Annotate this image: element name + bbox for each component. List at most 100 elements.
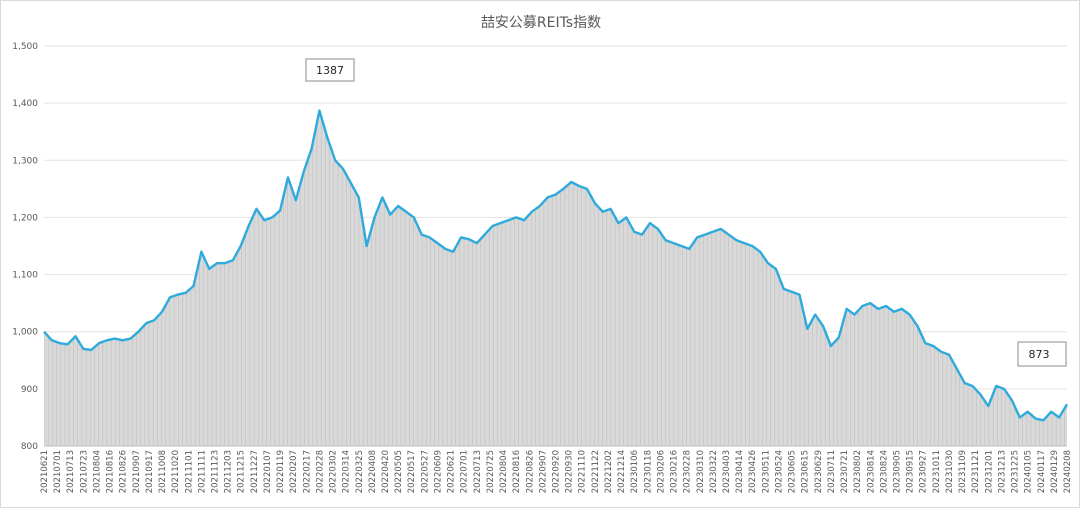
x-tick-label: 20221202 [604,450,614,493]
x-tick-label: 20211008 [158,450,168,493]
x-tick-label: 20230403 [722,450,732,493]
x-tick-label: 20230310 [696,450,706,493]
x-tick-label: 20230629 [814,450,824,493]
x-axis: 20210621 20210701 20210713 20210723 20210804… [40,450,1073,493]
chart-title: 喆安公募REITs指数 [481,15,601,31]
y-tick-label: 1,500 [12,42,38,52]
y-tick-label: 1,200 [12,213,38,223]
x-tick-label: 20220920 [552,450,562,493]
index-line [43,109,1069,422]
x-tick-label: 20220609 [434,450,444,493]
x-tick-label: 20230802 [853,450,863,493]
x-tick-label: 20230915 [906,450,916,493]
annotation-last: 873 [1017,341,1067,367]
x-tick-label: 20210723 [79,450,89,493]
x-tick-label: 20220804 [499,450,509,493]
x-tick-label: 20210713 [66,450,76,493]
x-tick-label: 20230511 [761,450,771,493]
area-layer [43,109,1069,447]
x-tick-label: 20220420 [381,450,391,493]
x-tick-label: 20221122 [591,450,601,493]
annotation-peak-label: 1387 [316,64,344,77]
x-tick-label: 20220517 [407,450,417,493]
x-tick-label: 20230615 [801,450,811,493]
x-tick-label: 20220107 [263,450,273,493]
x-tick-label: 20211215 [237,450,247,493]
x-tick-label: 20230414 [735,450,745,493]
annotation-last-label: 873 [1029,348,1050,361]
x-tick-label: 20220302 [329,450,339,493]
x-tick-label: 20210907 [132,450,142,493]
x-tick-label: 20230228 [683,450,693,493]
x-tick-label: 20211227 [250,450,260,493]
x-tick-label: 20211101 [184,450,194,493]
x-tick-label: 20240208 [1063,450,1073,493]
x-tick-label: 20210917 [145,450,155,493]
x-tick-label: 20220930 [565,450,575,493]
x-tick-label: 20210701 [53,450,63,493]
x-tick-label: 20231201 [984,450,994,493]
x-tick-label: 20211203 [224,450,234,493]
x-tick-label: 20231109 [958,450,968,493]
x-tick-label: 20231011 [932,450,942,493]
x-tick-label: 20230605 [788,450,798,493]
annotation-layer: 1387 873 [305,58,1067,367]
x-tick-label: 20210621 [40,450,50,493]
x-tick-label: 20210826 [119,450,129,493]
x-tick-label: 20211111 [197,450,207,493]
x-tick-label: 20220907 [538,450,548,493]
y-tick-label: 1,100 [12,271,38,281]
y-axis: 800 900 1,000 1,100 1,200 1,300 1,400 1,500 [12,42,38,452]
x-tick-label: 20230106 [630,450,640,493]
y-tick-label: 1,400 [12,99,38,109]
x-tick-label: 20231213 [997,450,1007,493]
x-tick-label: 20220119 [276,450,286,493]
x-tick-label: 20230216 [670,450,680,493]
x-tick-label: 20220826 [525,450,535,493]
x-tick-label: 20231121 [971,450,981,493]
y-tick-label: 1,000 [12,328,38,338]
x-tick-label: 20231030 [945,450,955,493]
x-tick-label: 20230721 [840,450,850,493]
x-tick-label: 20220816 [512,450,522,493]
index-area [44,110,1067,446]
x-tick-label: 20220725 [486,450,496,493]
x-tick-label: 20220325 [355,450,365,493]
annotation-last-box [1017,341,1067,367]
x-tick-label: 20220207 [289,450,299,493]
x-tick-label: 20240105 [1024,450,1034,493]
x-tick-label: 20221110 [578,450,588,493]
x-tick-label: 20220408 [368,450,378,493]
annotation-peak: 1387 [305,58,355,82]
x-tick-label: 20230426 [748,450,758,493]
x-tick-label: 20230524 [775,450,785,493]
x-tick-label: 20230206 [656,450,666,493]
x-tick-label: 20220314 [342,450,352,493]
y-tick-label: 1,300 [12,156,38,166]
x-tick-label: 20220228 [315,450,325,493]
x-tick-label: 20221214 [617,450,627,493]
x-tick-label: 20230824 [879,450,889,493]
x-tick-label: 20220217 [302,450,312,493]
x-tick-label: 20230927 [919,450,929,493]
x-tick-label: 20220713 [473,450,483,493]
x-tick-label: 20240129 [1050,450,1060,493]
x-tick-label: 20210804 [93,450,103,493]
x-tick-label: 20240117 [1037,450,1047,493]
x-tick-label: 20230905 [893,450,903,493]
x-tick-label: 20230322 [709,450,719,493]
y-tick-label: 800 [21,442,38,452]
x-tick-label: 20211020 [171,450,181,493]
y-tick-label: 900 [21,385,38,395]
x-tick-label: 20220505 [394,450,404,493]
x-tick-label: 20230711 [827,450,837,493]
x-tick-label: 20210816 [106,450,116,493]
x-tick-label: 20220621 [447,450,457,493]
x-tick-label: 20230814 [866,450,876,493]
x-tick-label: 20220701 [460,450,470,493]
x-tick-label: 20230118 [643,450,653,493]
x-tick-label: 20211123 [211,450,221,493]
x-tick-label: 20220527 [420,450,430,493]
